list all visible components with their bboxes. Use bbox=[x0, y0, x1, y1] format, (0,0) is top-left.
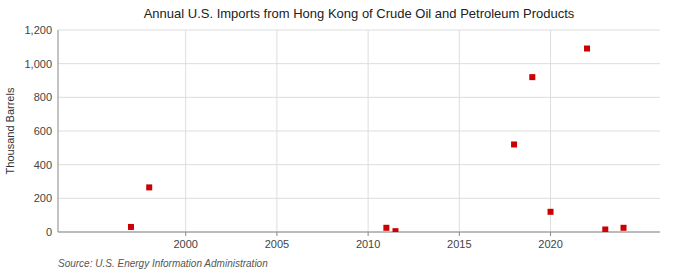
tick-label: 1,000 bbox=[24, 58, 52, 70]
grid-line bbox=[58, 198, 660, 199]
title: Annual U.S. Imports from Hong Kong of Cr… bbox=[144, 6, 575, 21]
tick-label: 600 bbox=[34, 125, 52, 137]
tick-mark bbox=[185, 232, 186, 236]
point bbox=[146, 184, 152, 190]
grid-line bbox=[58, 30, 660, 31]
source: Source: U.S. Energy Information Administ… bbox=[58, 258, 268, 269]
grid-line bbox=[58, 97, 660, 98]
point bbox=[584, 46, 590, 52]
grid-line bbox=[459, 30, 460, 232]
points bbox=[128, 46, 627, 232]
tick-label: 2005 bbox=[265, 238, 289, 250]
tick-label: 400 bbox=[34, 159, 52, 171]
y-axis-line bbox=[58, 30, 59, 232]
grid-line bbox=[58, 164, 660, 165]
tick-label: 800 bbox=[34, 91, 52, 103]
point bbox=[529, 74, 535, 80]
tick-mark bbox=[550, 232, 551, 236]
point bbox=[548, 209, 554, 215]
tick-label: 2020 bbox=[538, 238, 562, 250]
x-axis-line bbox=[58, 232, 660, 233]
tick-label: 2010 bbox=[356, 238, 380, 250]
point bbox=[128, 224, 134, 230]
point bbox=[602, 226, 608, 232]
tick-label: 0 bbox=[46, 226, 52, 238]
grid-line bbox=[58, 131, 660, 132]
grid-line bbox=[550, 30, 551, 232]
tick-label: 2015 bbox=[447, 238, 471, 250]
tick-label: 2000 bbox=[173, 238, 197, 250]
tick-mark bbox=[368, 232, 369, 236]
tick-mark bbox=[459, 232, 460, 236]
chart: Annual U.S. Imports from Hong Kong of Cr… bbox=[0, 0, 675, 275]
tick-label: 1,200 bbox=[24, 24, 52, 36]
grid-line bbox=[276, 30, 277, 232]
point bbox=[383, 225, 389, 231]
grid-line bbox=[368, 30, 369, 232]
axis-label: Thousand Barrels bbox=[4, 87, 16, 174]
tick-mark bbox=[276, 232, 277, 236]
grid-line bbox=[58, 63, 660, 64]
point bbox=[621, 225, 627, 231]
grid-line bbox=[58, 232, 660, 233]
tick-label: 200 bbox=[34, 192, 52, 204]
point bbox=[392, 228, 398, 232]
point bbox=[511, 141, 517, 147]
grid-line bbox=[185, 30, 186, 232]
